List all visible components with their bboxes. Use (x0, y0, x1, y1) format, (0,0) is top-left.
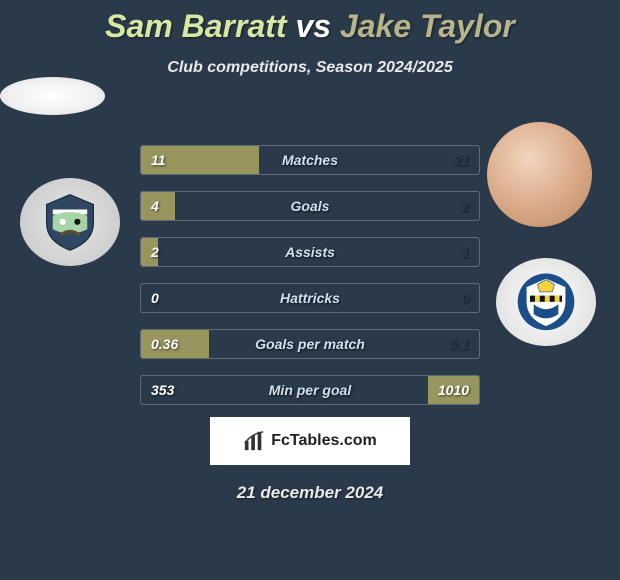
stat-label: Assists (141, 238, 479, 266)
stat-label: Hattricks (141, 284, 479, 312)
bars-icon (243, 430, 265, 452)
stat-label: Goals (141, 192, 479, 220)
stat-bar: 21Assists (140, 237, 480, 267)
player2-name: Jake Taylor (340, 8, 515, 44)
branding-badge: FcTables.com (210, 417, 410, 465)
stat-bar: 0.360.1Goals per match (140, 329, 480, 359)
stat-bar: 42Goals (140, 191, 480, 221)
player1-avatar (0, 77, 105, 115)
comparison-title: Sam Barratt vs Jake Taylor (0, 0, 620, 45)
stat-bar: 00Hattricks (140, 283, 480, 313)
subtitle: Club competitions, Season 2024/2025 (0, 59, 620, 77)
branding-text: FcTables.com (271, 432, 377, 450)
stat-label: Matches (141, 146, 479, 174)
player1-name: Sam Barratt (105, 8, 286, 44)
stats-chart: 1121Matches 42Goals 21Assists 00Hattricks 0.… (0, 145, 620, 405)
stat-bar: 3531010Min per goal (140, 375, 480, 405)
snapshot-date: 21 december 2024 (0, 483, 620, 503)
stat-label: Goals per match (141, 330, 479, 358)
vs-label: vs (295, 8, 331, 44)
stat-label: Min per goal (141, 376, 479, 404)
stat-bar: 1121Matches (140, 145, 480, 175)
